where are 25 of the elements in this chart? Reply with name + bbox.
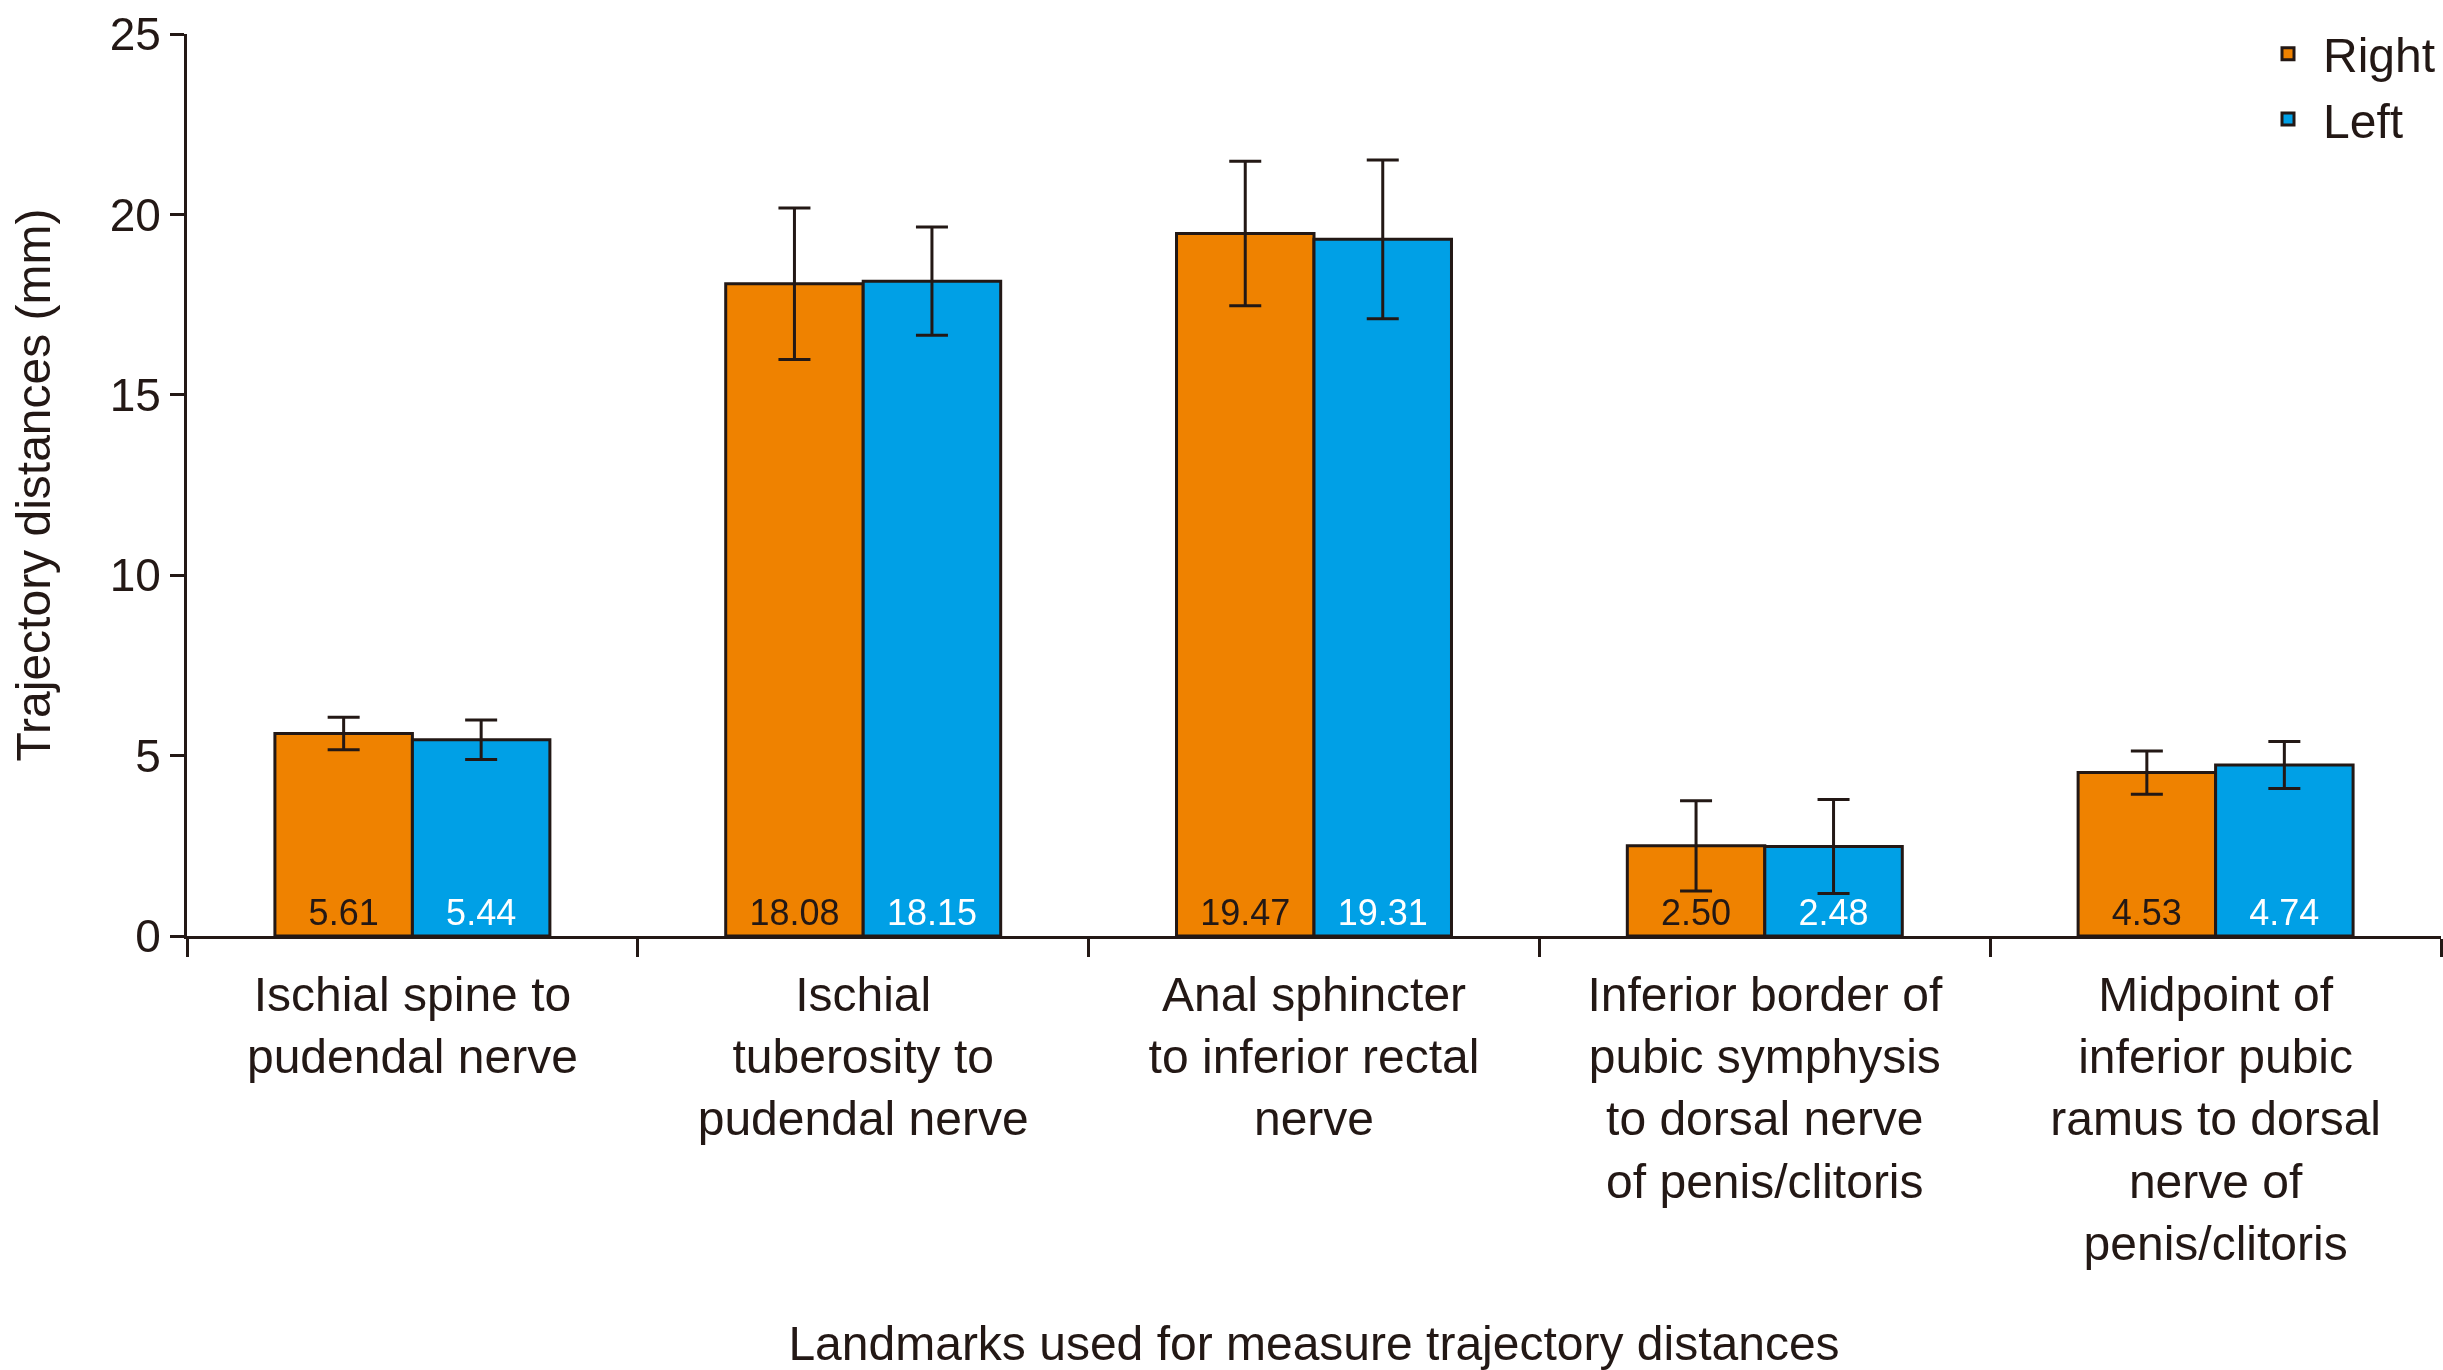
x-tick-label: Inferior border of pubic symphysis to dorsal nerve of penis/clitoris — [1587, 967, 1943, 1208]
y-tick-label: 0 — [135, 910, 161, 963]
data-label: 18.15 — [886, 892, 977, 933]
legend-label: Left — [2323, 94, 2404, 148]
data-label: 2.48 — [1798, 892, 1869, 933]
y-tick-label: 5 — [135, 729, 161, 782]
data-label: 4.74 — [2249, 892, 2320, 933]
data-label: 18.08 — [749, 892, 840, 933]
data-label: 19.31 — [1337, 892, 1428, 933]
y-axis-title: Trajectory distances (mm) — [7, 208, 61, 762]
legend-label: Right — [2323, 29, 2436, 83]
y-tick-label: 25 — [109, 8, 161, 61]
y-tick-label: 10 — [109, 549, 161, 602]
x-tick-label: Midpoint of inferior pubic ramus to dorsal nerve of penis/clitoris — [2050, 967, 2381, 1271]
x-tick-label: Ischial tuberosity to pudendal nerve — [697, 967, 1029, 1146]
y-tick-label: 15 — [109, 368, 161, 421]
data-label: 5.61 — [308, 892, 379, 933]
data-label: 19.47 — [1200, 892, 1291, 933]
x-tick-label: Ischial spine to pudendal nerve — [246, 967, 578, 1083]
data-label: 2.50 — [1661, 892, 1732, 933]
data-label: 4.53 — [2111, 892, 2182, 933]
x-axis-title: Landmarks used for measure trajectory distances — [788, 1317, 1840, 1370]
y-tick-label: 20 — [109, 188, 161, 241]
x-tick-label: Anal sphincter to inferior rectal nerve — [1148, 967, 1480, 1146]
data-label: 5.44 — [446, 892, 517, 933]
